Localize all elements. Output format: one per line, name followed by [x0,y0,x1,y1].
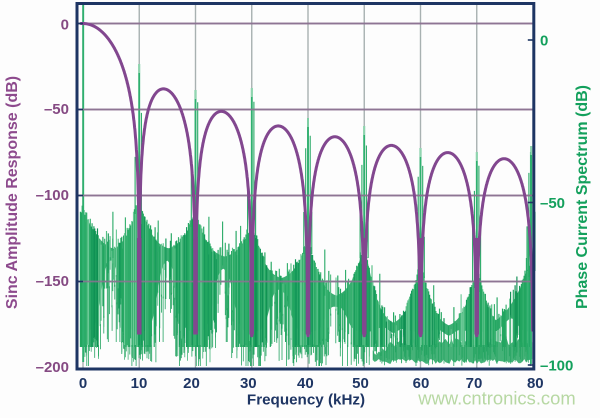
svg-text:–50: –50 [44,101,69,118]
svg-text:70: 70 [466,375,483,392]
svg-text:0: 0 [61,17,69,34]
svg-text:–200: –200 [36,359,69,376]
svg-text:–100: –100 [36,187,69,204]
svg-text:30: 30 [240,375,257,392]
svg-text:Phase Current Spectrum (dB): Phase Current Spectrum (dB) [574,85,591,309]
svg-text:Sinc Amplitude Response (dB): Sinc Amplitude Response (dB) [4,76,21,309]
svg-text:www.cntronics.com: www.cntronics.com [417,388,575,409]
svg-text:0: 0 [79,375,87,392]
svg-text:0: 0 [540,32,548,49]
svg-text:50: 50 [352,375,369,392]
svg-text:Frequency (kHz): Frequency (kHz) [247,392,365,409]
svg-text:10: 10 [131,375,148,392]
svg-text:–150: –150 [36,273,69,290]
svg-text:80: 80 [527,375,544,392]
svg-text:40: 40 [297,375,314,392]
svg-text:20: 20 [183,375,200,392]
svg-text:60: 60 [413,375,430,392]
svg-text:–50: –50 [540,195,565,212]
svg-text:–100: –100 [540,357,573,374]
